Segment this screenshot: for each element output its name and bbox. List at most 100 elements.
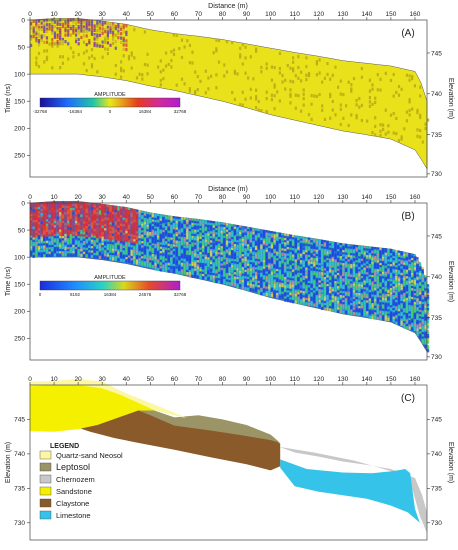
radargram-cell [345,278,348,282]
radargram-cell [112,211,115,216]
radargram-cell [421,327,424,331]
radargram-cell [37,247,41,252]
radargram-cell [424,299,427,303]
radargram-cell [98,249,101,253]
radargram-cell [37,250,41,254]
radargram-cell [368,298,371,302]
radargram-cell [101,253,104,257]
radargram-cell [204,259,207,263]
radargram-cell [273,107,276,111]
radargram-cell [112,35,115,39]
radargram-cell [281,248,284,252]
radargram-cell [125,30,128,34]
radargram-cell [204,272,207,276]
radargram-cell [294,265,297,269]
radargram-cell [48,247,51,251]
radargram-cell [165,241,168,245]
radargram-cell [337,298,340,303]
radargram-cell [223,235,226,239]
radargram-cell [157,233,160,237]
radargram-cell [202,226,205,230]
radargram-cell [315,256,318,260]
radargram-cell [326,290,329,294]
radargram-cell [135,246,139,250]
radargram-cell [239,255,242,259]
radargram-cell [416,268,419,272]
radargram-cell [334,270,337,274]
radargram-cell [300,264,303,268]
radargram-cell [382,289,385,293]
radargram-cell [255,47,258,51]
x-tick-label: 60 [171,11,179,18]
radargram-cell [69,33,72,37]
radargram-cell [59,31,62,35]
radargram-cell [114,253,117,257]
radargram-cell [59,244,62,248]
radargram-cell [220,276,223,280]
radargram-cell [300,258,303,262]
y-tick-label-right: 730 [431,354,442,361]
radargram-cell [292,60,295,64]
radargram-cell [347,123,350,128]
radargram-cell [265,258,268,262]
radargram-cell [408,74,411,78]
radargram-cell [347,265,350,269]
radargram-cell [270,261,273,265]
radargram-cell [120,206,123,210]
radargram-cell [236,279,239,283]
radargram-cell [162,232,165,236]
radargram-cell [130,251,133,255]
radargram-cell [51,225,54,229]
radargram-cell [127,246,131,250]
radargram-cell [289,262,292,266]
radargram-cell [122,254,125,258]
radargram-cell [45,217,49,221]
radargram-cell [249,246,252,251]
radargram-cell [191,220,194,224]
x-tick-label: 70 [195,376,203,383]
radargram-cell [421,280,424,284]
radargram-cell [236,251,239,255]
radargram-cell [146,216,149,220]
radargram-cell [305,56,308,60]
radargram-cell [387,300,390,304]
radargram-cell [331,276,334,280]
radargram-cell [387,283,390,287]
radargram-cell [210,227,213,231]
radargram-cell [310,290,313,294]
radargram-cell [120,243,123,247]
radargram-cell [273,236,276,240]
radargram-cell [334,283,337,287]
radargram-cell [339,284,342,288]
radargram-cell [323,268,326,272]
radargram-cell [82,217,86,221]
radargram-cell [307,280,311,285]
radargram-cell [337,283,340,287]
radargram-cell [207,276,210,280]
radargram-cell [180,245,184,249]
radargram-cell [30,203,33,207]
radargram-cell [215,223,218,227]
radargram-cell [387,313,390,317]
radargram-cell [379,249,382,254]
radargram-cell [278,99,281,103]
radargram-cell [307,276,311,280]
radargram-cell [405,308,408,312]
radargram-cell [371,316,374,320]
radargram-cell [278,267,281,271]
radargram-cell [270,272,273,276]
radargram-cell [284,266,287,270]
radargram-cell [37,64,41,69]
radargram-cell [40,254,43,258]
radargram-cell [146,263,149,268]
radargram-cell [350,311,353,315]
radargram-cell [363,271,366,276]
radargram-cell [395,256,398,260]
radargram-cell [45,245,49,249]
radargram-cell [51,25,54,29]
radargram-cell [400,285,403,289]
radargram-cell [363,248,366,252]
radargram-cell [413,260,416,264]
radargram-cell [366,252,369,256]
radargram-cell [106,52,109,56]
